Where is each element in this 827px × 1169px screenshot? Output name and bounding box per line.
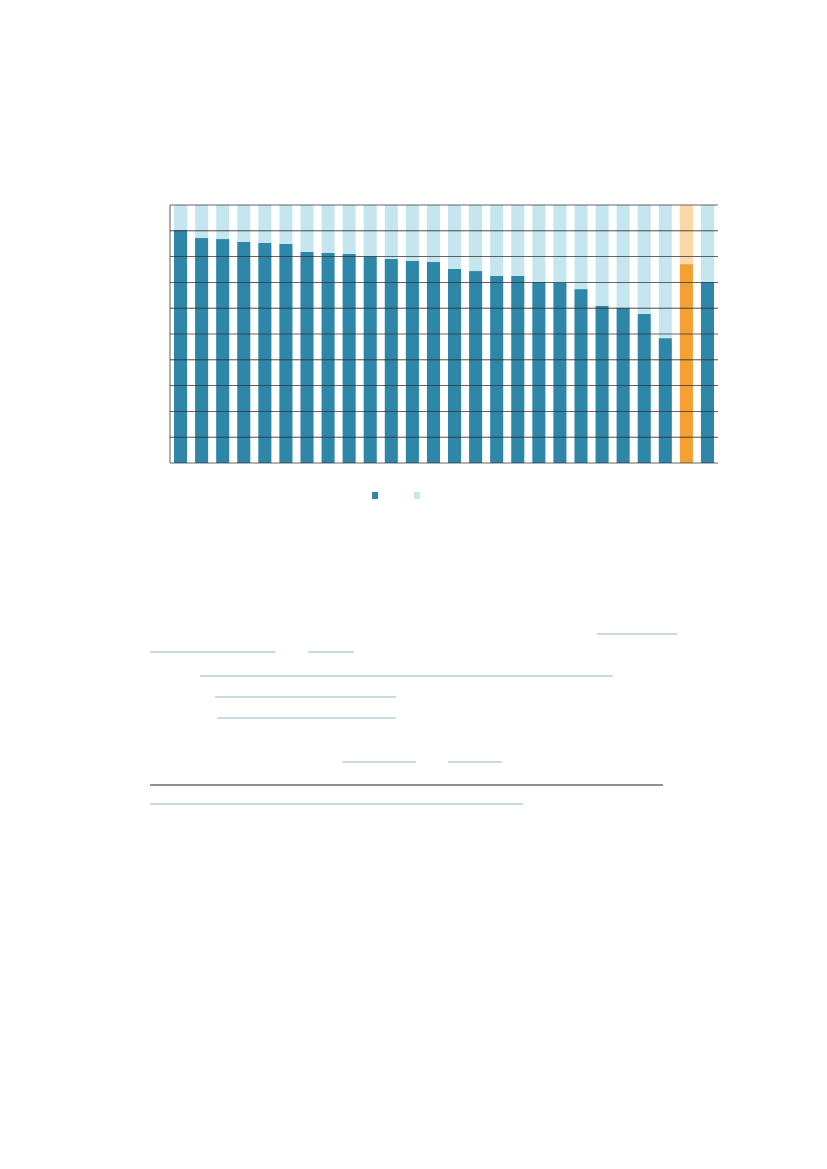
bar-segment <box>426 205 440 263</box>
bar-segment <box>258 205 272 243</box>
bar-segment <box>490 205 504 276</box>
bar-segment <box>237 205 251 242</box>
bar-segment <box>342 205 356 255</box>
bar-segment <box>574 289 588 463</box>
bar-segment <box>300 251 314 463</box>
bar-segment <box>490 275 504 463</box>
bar-segment <box>426 262 440 463</box>
link-underlines <box>150 633 677 805</box>
bar-segment <box>511 205 525 276</box>
bar-segment <box>511 275 525 463</box>
legend-swatch <box>372 492 378 499</box>
bar-segment <box>658 338 672 463</box>
bar-segment <box>595 305 609 463</box>
bar-segment <box>321 205 335 253</box>
bar-segment <box>195 238 209 463</box>
bar-segment <box>384 258 398 463</box>
bar-segment <box>216 205 230 240</box>
bar-segment <box>279 243 293 463</box>
bar-segment <box>679 205 693 265</box>
bar-segment <box>679 264 693 463</box>
bar-segment <box>637 313 651 463</box>
bar-segment <box>658 205 672 339</box>
bar-segment <box>258 242 272 463</box>
bar-segment <box>532 205 546 282</box>
bar-segment <box>405 205 419 261</box>
bar-segment <box>384 205 398 259</box>
bar-segment <box>595 205 609 306</box>
bar-segment <box>448 205 462 269</box>
bar-segment <box>700 205 714 282</box>
bar-segment <box>279 205 293 244</box>
bar-segment <box>700 281 714 463</box>
bar-segment <box>553 205 567 283</box>
bar-segment <box>469 271 483 463</box>
bar-segment <box>637 205 651 314</box>
bar-segment <box>216 239 230 463</box>
bar-segment <box>342 254 356 463</box>
bar-segment <box>321 252 335 463</box>
bar-segment <box>405 260 419 463</box>
bar-segment <box>532 281 546 463</box>
bar-segment <box>237 241 251 463</box>
bar-segment <box>448 268 462 463</box>
bar-segment <box>195 205 209 239</box>
bar-segment <box>300 205 314 252</box>
legend-swatch <box>414 492 420 499</box>
bar-segment <box>553 282 567 463</box>
bar-segment <box>174 205 188 231</box>
bar-segment <box>574 205 588 290</box>
bar-segment <box>174 230 188 463</box>
bar-segment <box>469 205 483 272</box>
